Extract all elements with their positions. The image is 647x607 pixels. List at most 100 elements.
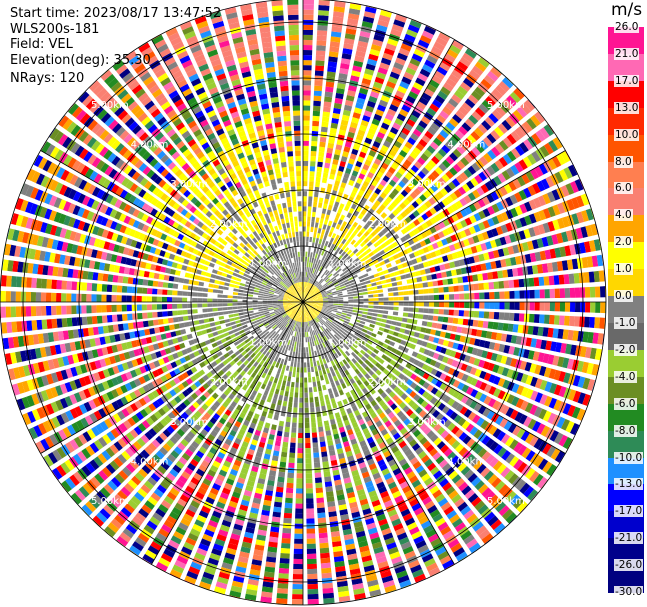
velocity-gate [387,287,394,292]
velocity-gate [400,219,408,227]
velocity-gate [309,309,313,315]
velocity-gate [101,466,112,478]
velocity-gate [293,553,303,560]
velocity-gate [181,411,189,420]
velocity-gate [166,439,175,449]
velocity-gate [395,57,406,66]
velocity-gate [439,478,449,488]
velocity-gate [363,237,370,244]
velocity-gate [308,310,312,315]
velocity-gate [318,338,322,345]
velocity-gate [303,306,306,312]
velocity-gate [391,282,398,287]
velocity-gate [271,330,277,336]
velocity-gate [225,397,232,404]
velocity-gate [303,211,307,217]
velocity-gate [325,81,335,88]
velocity-gate [389,513,400,522]
velocity-gate [457,462,467,472]
velocity-gate [457,186,467,196]
velocity-gate [190,477,200,486]
velocity-gate [360,376,367,383]
velocity-gate [303,317,305,323]
velocity-gate [513,313,520,322]
velocity-gate [237,381,244,388]
velocity-gate [256,318,262,323]
velocity-gate [381,254,388,260]
velocity-gate [327,242,332,248]
velocity-gate [138,386,146,396]
velocity-gate [290,319,294,325]
velocity-gate [150,492,161,502]
velocity-gate [375,109,385,117]
velocity-gate [196,514,207,523]
velocity-gate [335,443,343,450]
velocity-gate [274,320,280,325]
velocity-gate [288,312,293,317]
velocity-gate [495,332,503,341]
velocity-gate [448,309,454,316]
velocity-gate [350,239,357,246]
velocity-gate [336,170,344,177]
velocity-gate [375,208,383,215]
velocity-gate [539,394,548,405]
velocity-gate [514,162,524,173]
velocity-gate [518,414,528,425]
velocity-gate [324,263,330,270]
velocity-gate [212,413,221,421]
velocity-gate [303,327,305,333]
velocity-gate [304,266,307,272]
velocity-gate [520,400,529,411]
velocity-gate [455,403,464,413]
velocity-gate [299,337,302,343]
velocity-gate [194,410,202,419]
velocity-gate [392,331,399,337]
velocity-gate [318,527,328,534]
velocity-gate [184,448,194,457]
velocity-gate [326,225,331,231]
velocity-gate [292,309,297,314]
velocity-gate [339,124,348,131]
velocity-gate [308,300,314,302]
velocity-gate [346,230,353,237]
velocity-gate [523,99,535,112]
velocity-gate [211,392,219,400]
velocity-gate [251,559,262,566]
velocity-gate [435,370,443,378]
velocity-gate [153,360,161,368]
velocity-gate [124,482,135,494]
velocity-gate [303,9,314,15]
velocity-gate [130,402,139,412]
velocity-gate [452,390,461,399]
velocity-gate [488,113,499,124]
velocity-gate [552,355,560,366]
velocity-gate [392,209,399,217]
velocity-gate [412,461,422,470]
velocity-gate [406,471,416,480]
velocity-gate [493,376,501,386]
velocity-gate [498,312,505,320]
velocity-gate [273,506,282,513]
velocity-gate [378,380,385,387]
velocity-gate [362,216,369,223]
velocity-gate [364,264,370,269]
velocity-gate [518,313,525,322]
velocity-gate [187,395,195,404]
velocity-gate [331,354,336,360]
velocity-gate [273,445,281,452]
velocity-gate [448,490,459,500]
velocity-gate [376,153,384,162]
velocity-gate [337,291,343,295]
velocity-gate [408,307,414,312]
velocity-gate [384,584,397,593]
velocity-gate [215,409,224,417]
velocity-gate [332,402,338,409]
velocity-gate [435,413,445,422]
velocity-gate [529,470,540,483]
velocity-gate [385,170,393,179]
velocity-gate [307,256,310,263]
velocity-gate [296,468,303,474]
velocity-gate [501,119,512,131]
velocity-gate [316,293,322,297]
velocity-gate [227,405,235,412]
